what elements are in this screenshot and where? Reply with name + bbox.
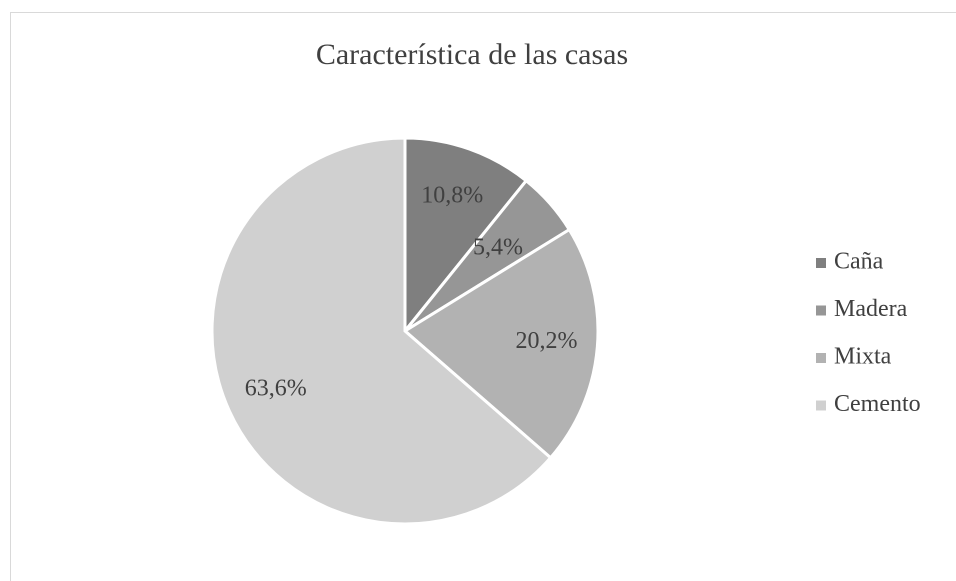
legend-marker — [816, 258, 826, 268]
legend-marker — [816, 353, 826, 363]
chart-title: Característica de las casas — [316, 38, 628, 71]
legend-label: Cemento — [834, 391, 921, 417]
legend-label: Mixta — [834, 344, 892, 370]
data-label: 20,2% — [516, 328, 578, 354]
pie-slice — [210, 136, 553, 526]
pie-slice — [402, 227, 600, 460]
data-label: 5,4% — [473, 234, 523, 260]
legend-label: Caña — [834, 249, 884, 275]
data-label: 10,8% — [421, 183, 483, 209]
legend-marker — [816, 305, 826, 316]
legend-marker — [816, 400, 826, 411]
data-label: 63,6% — [245, 375, 307, 401]
legend-label: Madera — [834, 296, 908, 322]
pie-slice — [403, 136, 529, 336]
